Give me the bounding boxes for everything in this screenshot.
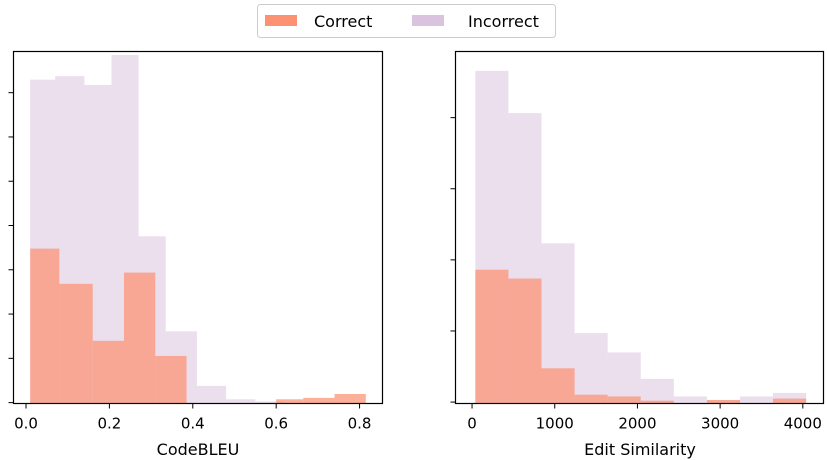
- bar-correct-edit-similarity-1: [508, 278, 542, 404]
- bar-correct-codebleu-8: [276, 399, 304, 404]
- xtick-label: 0.4: [181, 415, 205, 433]
- bar-incorrect-edit-similarity-4: [607, 352, 641, 404]
- chart-edit-similarity: 0 1000 2000 3000 4000 Edit Similarity: [450, 50, 825, 459]
- bar-correct-codebleu-4: [155, 355, 187, 404]
- bar-incorrect-edit-similarity-5: [640, 378, 674, 404]
- legend-swatch-incorrect: [412, 15, 444, 26]
- bar-correct-codebleu-1: [59, 283, 93, 404]
- bar-incorrect-codebleu-8: [255, 401, 285, 404]
- xtick-label: 1000: [536, 415, 574, 433]
- xtick-label: 2000: [618, 415, 656, 433]
- bar-correct-edit-similarity-2: [541, 368, 575, 404]
- xtick-label: 0.6: [264, 415, 288, 433]
- bar-correct-codebleu-10: [334, 393, 366, 404]
- bar-incorrect-edit-similarity-9: [773, 392, 807, 404]
- legend-swatch-correct: [265, 15, 297, 26]
- bar-correct-edit-similarity-7: [706, 399, 740, 404]
- xtick-label: 0.0: [14, 415, 38, 433]
- bar-correct-edit-similarity-9: [773, 398, 807, 404]
- xtick-label: 3000: [701, 415, 739, 433]
- plot-area-codebleu: [30, 55, 366, 404]
- bar-correct-codebleu-9: [303, 397, 335, 404]
- legend: Correct Incorrect: [257, 4, 556, 38]
- legend-label-correct: Correct: [314, 12, 372, 31]
- yticks-codebleu: [8, 92, 14, 404]
- bar-incorrect-codebleu-7: [226, 399, 256, 404]
- chart-codebleu: 0.0 0.2 0.4 0.6 0.8 CodeBLEU: [8, 50, 384, 459]
- bar-correct-codebleu-3: [123, 272, 156, 404]
- yticks-edit-similarity: [450, 117, 456, 403]
- xticks-codebleu: 0.0 0.2 0.4 0.6 0.8: [14, 403, 372, 433]
- bar-correct-edit-similarity-3: [574, 394, 608, 404]
- bar-correct-edit-similarity-0: [475, 269, 509, 404]
- bar-correct-codebleu-2: [92, 340, 124, 404]
- bar-correct-edit-similarity-4: [607, 396, 641, 404]
- legend-frame: [257, 4, 556, 38]
- bar-incorrect-edit-similarity-3: [574, 333, 608, 404]
- axes-frame-edit-similarity: [454, 50, 825, 405]
- xtick-label: 0.8: [348, 415, 372, 433]
- plot-area-edit-similarity: [475, 70, 807, 404]
- xtick-label: 0: [467, 415, 477, 433]
- xticks-edit-similarity: 0 1000 2000 3000 4000: [467, 403, 822, 433]
- bar-correct-codebleu-0: [30, 248, 60, 404]
- bar-incorrect-codebleu-6: [196, 385, 227, 404]
- legend-label-incorrect: Incorrect: [468, 12, 539, 31]
- xlabel-codebleu: CodeBLEU: [157, 440, 240, 459]
- xlabel-edit-similarity: Edit Similarity: [584, 440, 696, 459]
- axes-frame-codebleu: [12, 50, 384, 405]
- bar-incorrect-edit-similarity-8: [739, 396, 774, 404]
- bar-correct-edit-similarity-5: [640, 400, 674, 404]
- xtick-label: 0.2: [97, 415, 121, 433]
- xtick-label: 4000: [784, 415, 822, 433]
- bar-incorrect-edit-similarity-6: [673, 396, 707, 404]
